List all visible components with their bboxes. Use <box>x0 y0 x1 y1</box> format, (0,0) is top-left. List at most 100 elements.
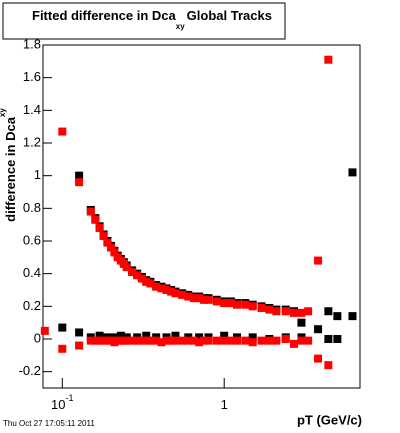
marker <box>199 295 208 304</box>
marker <box>116 331 125 340</box>
marker <box>137 336 146 345</box>
footer-date: Thu Oct 27 17:05:11 2011 <box>3 419 95 428</box>
marker <box>220 336 229 345</box>
marker <box>95 223 104 232</box>
marker <box>204 295 213 304</box>
marker <box>167 336 176 345</box>
marker <box>248 302 257 311</box>
marker <box>86 336 95 345</box>
title-subscript: xy <box>176 22 185 31</box>
marker <box>178 290 187 299</box>
marker <box>324 335 333 343</box>
marker <box>189 294 198 303</box>
marker <box>178 336 187 345</box>
marker <box>171 336 180 345</box>
marker <box>122 263 131 272</box>
marker <box>333 312 342 321</box>
y-tick-label: 0.8 <box>23 200 41 215</box>
marker <box>133 336 142 345</box>
marker <box>314 325 323 334</box>
marker <box>324 361 333 370</box>
ylabel-text: difference in Dca <box>3 116 18 222</box>
marker <box>137 274 146 283</box>
title-text: Fitted difference in Dca <box>32 8 177 23</box>
x-tick-exponent: -1 <box>66 393 74 403</box>
marker <box>233 336 242 345</box>
marker <box>128 268 137 277</box>
marker <box>220 331 229 340</box>
marker <box>297 308 306 317</box>
marker <box>86 207 95 216</box>
y-tick-label: 1.2 <box>23 134 41 149</box>
y-axis-label: difference in Dcaxy <box>0 108 18 222</box>
marker <box>133 271 142 280</box>
marker <box>195 338 204 347</box>
marker <box>241 300 250 309</box>
y-tick-label: 1.4 <box>23 102 41 117</box>
y-tick-label: 0.4 <box>23 265 41 280</box>
marker <box>281 307 290 316</box>
marker <box>110 248 119 257</box>
marker <box>195 333 204 342</box>
marker <box>265 336 274 345</box>
marker <box>58 127 67 136</box>
marker <box>272 336 281 345</box>
y-tick-label: -0.2 <box>19 363 41 378</box>
marker <box>157 338 166 347</box>
y-tick-label: 0 <box>34 330 41 345</box>
ylabel-subscript: xy <box>0 108 7 117</box>
marker <box>162 286 171 294</box>
marker <box>167 287 176 296</box>
title-suffix: Global Tracks <box>187 8 272 23</box>
marker <box>212 336 221 345</box>
marker <box>184 336 193 345</box>
marker <box>58 323 67 332</box>
marker <box>95 331 104 340</box>
marker <box>40 326 49 335</box>
marker <box>290 339 299 348</box>
marker <box>226 336 235 345</box>
marker <box>304 336 313 345</box>
marker <box>75 178 84 187</box>
marker <box>248 333 257 342</box>
y-tick-label: 0.6 <box>23 232 41 247</box>
marker <box>304 307 313 316</box>
marker <box>333 335 342 343</box>
title-box <box>2 2 286 40</box>
marker <box>107 243 116 252</box>
marker <box>281 335 290 343</box>
marker <box>324 307 333 316</box>
chart-title: Fitted difference in DcaxyGlobal Tracks <box>32 8 272 31</box>
marker <box>257 303 266 312</box>
y-tick-label: 1 <box>34 167 41 182</box>
marker <box>290 308 299 317</box>
marker <box>142 277 151 286</box>
marker <box>142 336 151 345</box>
marker <box>324 55 333 64</box>
marker <box>91 215 100 224</box>
x-tick-label: 1 <box>221 397 228 412</box>
marker <box>257 336 266 345</box>
marker <box>212 297 221 306</box>
marker <box>297 336 306 345</box>
marker <box>99 232 108 241</box>
marker <box>314 354 323 363</box>
marker <box>75 341 84 350</box>
marker <box>122 336 131 345</box>
marker <box>152 282 161 291</box>
marker <box>171 289 180 298</box>
plot-frame <box>42 44 361 389</box>
marker <box>162 336 171 345</box>
marker <box>272 307 281 316</box>
marker <box>103 238 112 247</box>
marker <box>58 344 67 353</box>
marker <box>348 168 357 177</box>
marker <box>171 331 180 340</box>
y-tick-label: 1.6 <box>23 69 41 84</box>
marker <box>152 336 161 345</box>
marker <box>142 331 151 340</box>
marker <box>265 305 274 314</box>
marker <box>348 312 357 321</box>
marker <box>146 279 155 288</box>
